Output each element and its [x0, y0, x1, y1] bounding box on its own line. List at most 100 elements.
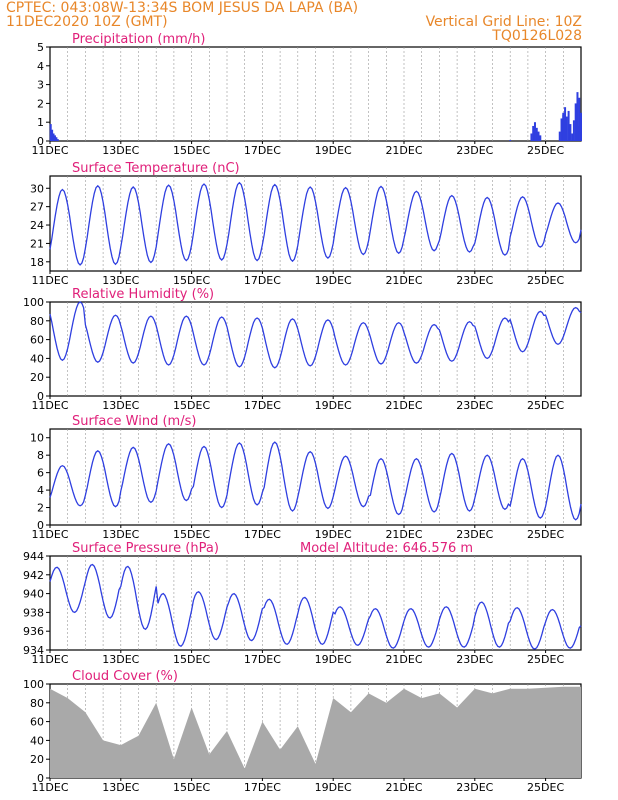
series-line-pressure: [49, 563, 582, 650]
xtick-label: 15DEC: [173, 144, 210, 157]
precip-bar: [574, 103, 577, 141]
xtick-label: 15DEC: [173, 653, 210, 666]
ytick-label: 942: [23, 569, 44, 582]
xtick-label: 21DEC: [385, 781, 422, 794]
panel-title-pressure: Surface Pressure (hPa): [72, 541, 219, 556]
xtick-label: 23DEC: [456, 781, 493, 794]
precip-bar: [539, 135, 542, 141]
ytick-label: 4: [37, 60, 44, 73]
ytick-label: 6: [37, 467, 44, 480]
precip-bar: [578, 131, 581, 141]
xtick-label: 19DEC: [315, 781, 352, 794]
xtick-label: 11DEC: [31, 781, 68, 794]
xtick-label: 17DEC: [244, 274, 281, 287]
header-grid-note: Vertical Grid Line: 10Z: [425, 14, 582, 30]
header-code: TQ0126L028: [492, 28, 582, 44]
precip-bar: [569, 124, 572, 141]
xtick-label: 17DEC: [244, 144, 281, 157]
xtick-label: 17DEC: [244, 399, 281, 412]
xtick-label: 11DEC: [31, 399, 68, 412]
xtick-label: 25DEC: [527, 144, 564, 157]
precip-bar: [567, 110, 570, 141]
xtick-label: 13DEC: [102, 528, 139, 541]
ytick-label: 8: [37, 449, 44, 462]
xtick-label: 15DEC: [173, 528, 210, 541]
xtick-label: 11DEC: [31, 274, 68, 287]
ytick-label: 18: [30, 256, 44, 269]
cloud-area: [50, 686, 581, 778]
ytick-label: 30: [30, 182, 44, 195]
xtick-label: 19DEC: [315, 528, 352, 541]
ytick-label: 27: [30, 201, 44, 214]
xtick-label: 19DEC: [315, 274, 352, 287]
ytick-label: 40: [30, 734, 44, 747]
panel-annotation: Model Altitude: 646.576 m: [300, 541, 473, 556]
ytick-label: 938: [23, 606, 44, 619]
precip-bar: [55, 137, 58, 141]
panel-title-precip: Precipitation (mm/h): [72, 32, 205, 47]
xtick-label: 21DEC: [385, 144, 422, 157]
precip-bar: [509, 140, 512, 141]
xtick-label: 17DEC: [244, 528, 281, 541]
xtick-label: 23DEC: [456, 144, 493, 157]
panel-title-temperature: Surface Temperature (nC): [72, 161, 240, 176]
panel-title-cloud: Cloud Cover (%): [72, 669, 178, 684]
xtick-label: 23DEC: [456, 528, 493, 541]
ytick-label: 10: [30, 432, 44, 445]
xtick-label: 15DEC: [173, 399, 210, 412]
precip-bar: [576, 125, 579, 141]
xtick-label: 21DEC: [385, 399, 422, 412]
xtick-label: 23DEC: [456, 653, 493, 666]
ytick-label: 60: [30, 334, 44, 347]
ytick-label: 21: [30, 237, 44, 250]
panel-frame-precip: [49, 46, 582, 142]
xtick-label: 13DEC: [102, 144, 139, 157]
xtick-label: 13DEC: [102, 653, 139, 666]
xtick-label: 25DEC: [527, 528, 564, 541]
ytick-label: 0: [37, 135, 44, 148]
precip-bar: [49, 124, 52, 141]
precip-bar: [580, 112, 582, 141]
xtick-label: 23DEC: [456, 399, 493, 412]
xtick-label: 21DEC: [385, 274, 422, 287]
precip-bar: [576, 92, 579, 141]
xtick-label: 25DEC: [527, 653, 564, 666]
xtick-label: 11DEC: [31, 528, 68, 541]
precip-bar: [51, 129, 54, 141]
ytick-label: 0: [37, 772, 44, 785]
precip-bar: [560, 118, 563, 141]
precip-bar: [530, 133, 533, 141]
xtick-label: 25DEC: [527, 274, 564, 287]
xtick-label: 13DEC: [102, 399, 139, 412]
xtick-label: 19DEC: [315, 653, 352, 666]
xtick-label: 25DEC: [527, 399, 564, 412]
ytick-label: 20: [30, 753, 44, 766]
xtick-label: 15DEC: [173, 274, 210, 287]
ytick-label: 24: [30, 219, 44, 232]
xtick-label: 13DEC: [102, 274, 139, 287]
ytick-label: 944: [23, 550, 44, 563]
precip-bar: [533, 122, 536, 141]
precip-bar: [558, 131, 561, 141]
xtick-label: 17DEC: [244, 781, 281, 794]
ytick-label: 0: [37, 390, 44, 403]
series-line-humidity: [49, 301, 582, 369]
xtick-label: 11DEC: [31, 653, 68, 666]
xtick-label: 19DEC: [315, 144, 352, 157]
ytick-label: 80: [30, 697, 44, 710]
xtick-label: 19DEC: [315, 399, 352, 412]
panel-title-wind: Surface Wind (m/s): [72, 414, 196, 429]
precip-bar: [571, 133, 574, 141]
precip-bar: [56, 139, 59, 141]
precip-bar: [53, 135, 56, 141]
ytick-label: 936: [23, 625, 44, 638]
precip-bar: [565, 116, 568, 141]
header-station: CPTEC: 043:08W-13:34S BOM JESUS DA LAPA …: [6, 0, 359, 16]
ytick-label: 3: [37, 79, 44, 92]
ytick-label: 940: [23, 588, 44, 601]
xtick-label: 17DEC: [244, 653, 281, 666]
ytick-label: 5: [37, 41, 44, 54]
xtick-label: 15DEC: [173, 781, 210, 794]
precip-bar: [52, 133, 55, 141]
